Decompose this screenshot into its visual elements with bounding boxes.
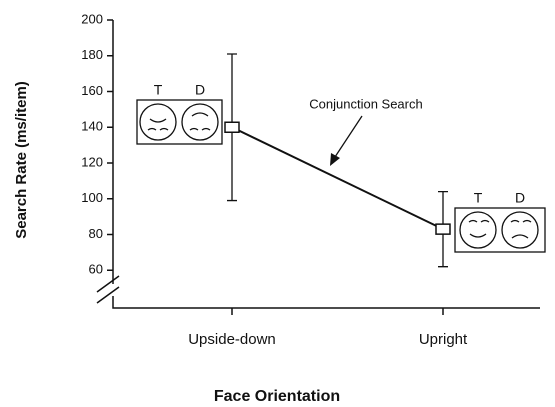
y-tick-label: 100 [81,190,103,205]
marker [435,223,451,235]
y-tick-label: 120 [81,154,103,169]
y-tick-label: 60 [89,262,103,277]
icon-label: T [154,82,163,98]
icon-label: D [195,82,205,98]
y-tick-label: 140 [81,119,103,134]
annotation: Conjunction Search [309,96,422,111]
x-axis-label: Face Orientation [214,388,340,405]
y-tick-label: 200 [81,11,103,26]
icon-label: D [515,190,525,206]
marker [224,121,240,133]
y-tick-label: 160 [81,83,103,98]
x-tick-label: Upright [419,331,468,348]
y-axis-label: Search Rate (ms/item) [13,81,30,239]
y-tick-label: 180 [81,47,103,62]
y-tick-label: 80 [89,226,103,241]
face-icon [454,207,546,253]
arrow [330,115,363,166]
icon-label: T [474,190,483,206]
axes [96,20,540,309]
face-icon [136,99,223,145]
x-tick-label: Upside-down [188,331,276,348]
line [231,126,444,231]
